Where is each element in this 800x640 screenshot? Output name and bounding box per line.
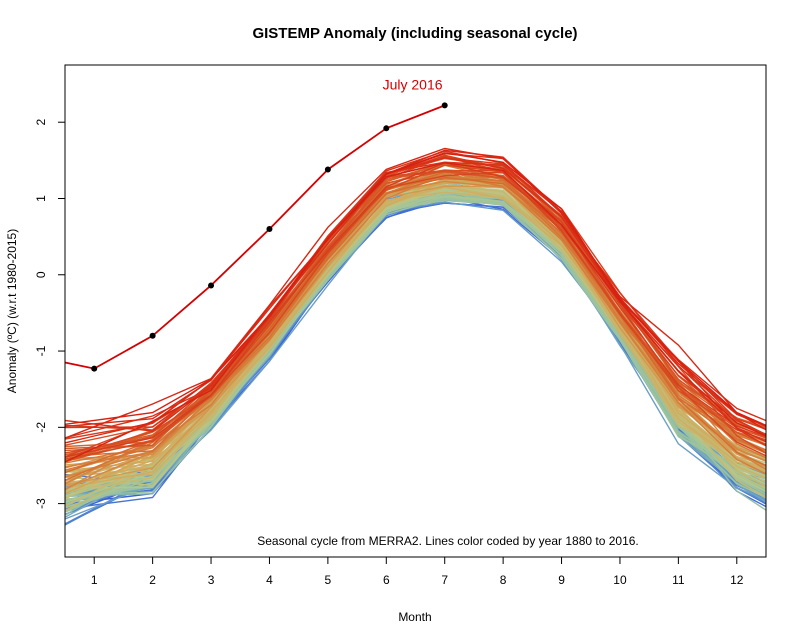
highlight-label: July 2016 xyxy=(383,76,443,92)
x-tick-label: 7 xyxy=(441,573,448,587)
y-axis: -3 -2 -1 0 1 2 xyxy=(34,119,65,509)
y-tick-label: 2 xyxy=(34,119,48,126)
x-axis-label: Month xyxy=(398,610,431,624)
x-tick-label: 11 xyxy=(672,573,685,587)
plot-frame xyxy=(64,64,767,558)
x-tick-label: 9 xyxy=(558,573,565,587)
year-line xyxy=(65,152,766,427)
year-line xyxy=(65,186,766,487)
x-tick-label: 6 xyxy=(383,573,390,587)
year-line xyxy=(65,161,766,439)
highlight-point xyxy=(208,282,215,289)
y-tick-label: 0 xyxy=(34,271,48,278)
chart-title: GISTEMP Anomaly (including seasonal cycl… xyxy=(252,25,577,42)
x-tick-label: 8 xyxy=(500,573,507,587)
year-lines xyxy=(65,147,766,526)
x-tick-label: 12 xyxy=(730,573,744,587)
year-line xyxy=(65,164,766,459)
year-line xyxy=(65,185,766,486)
x-tick-label: 1 xyxy=(91,573,98,587)
highlight-point xyxy=(149,332,156,339)
year-line xyxy=(65,147,766,439)
highlight-point xyxy=(441,102,448,109)
y-tick-label: -1 xyxy=(34,345,48,356)
highlight-series: July 2016 xyxy=(64,76,448,372)
x-axis: 1 2 3 4 5 6 7 8 9 10 11 12 xyxy=(91,557,744,587)
year-line xyxy=(65,178,766,481)
y-axis-label: Anomaly (ºC) (w.r.t 1980-2015) xyxy=(5,229,19,393)
year-line xyxy=(65,162,766,463)
year-line xyxy=(65,191,766,483)
x-tick-label: 3 xyxy=(208,573,215,587)
year-line xyxy=(65,171,766,460)
y-tick-label: -2 xyxy=(34,422,48,433)
year-line xyxy=(65,173,766,478)
year-line xyxy=(65,171,766,464)
x-tick-label: 2 xyxy=(149,573,156,587)
x-tick-label: 4 xyxy=(266,573,273,587)
chart-annotation: Seasonal cycle from MERRA2. Lines color … xyxy=(257,534,639,548)
y-tick-label: 1 xyxy=(34,195,48,202)
highlight-point xyxy=(91,365,98,372)
highlight-point xyxy=(266,226,273,232)
year-line xyxy=(65,162,766,458)
y-tick-label: -3 xyxy=(34,498,48,509)
highlight-line xyxy=(64,104,446,370)
highlight-point xyxy=(383,125,390,132)
x-tick-label: 10 xyxy=(613,573,627,587)
year-line xyxy=(65,149,766,428)
x-tick-label: 5 xyxy=(325,573,332,587)
highlight-point xyxy=(324,166,331,173)
